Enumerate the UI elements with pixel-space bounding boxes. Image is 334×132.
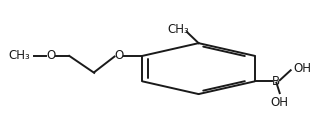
Text: CH₃: CH₃ — [168, 23, 189, 36]
Text: OH: OH — [293, 62, 311, 75]
Text: O: O — [115, 49, 124, 62]
Text: OH: OH — [271, 96, 289, 109]
Text: O: O — [46, 49, 55, 62]
Text: CH₃: CH₃ — [9, 49, 30, 62]
Text: B: B — [272, 75, 281, 88]
